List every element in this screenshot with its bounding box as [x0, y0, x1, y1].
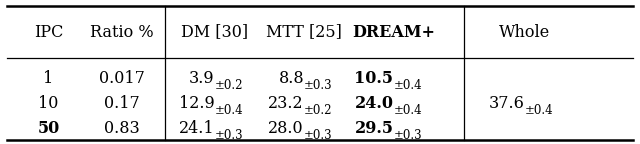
Text: ±0.3: ±0.3	[304, 79, 333, 92]
Text: Whole: Whole	[499, 24, 550, 41]
Text: ±0.4: ±0.4	[394, 104, 422, 117]
Text: ±0.4: ±0.4	[524, 104, 553, 117]
Text: 50: 50	[38, 120, 60, 137]
Text: 1: 1	[44, 70, 54, 87]
Text: DREAM+: DREAM+	[352, 24, 435, 41]
Text: 3.9: 3.9	[189, 70, 214, 87]
Text: DM [30]: DM [30]	[181, 24, 248, 41]
Text: ±0.4: ±0.4	[394, 79, 422, 92]
Text: 10: 10	[38, 95, 59, 112]
Text: 28.0: 28.0	[268, 120, 304, 137]
Text: 24.1: 24.1	[179, 120, 214, 137]
Text: 10.5: 10.5	[355, 70, 394, 87]
Text: 24.0: 24.0	[355, 95, 394, 112]
Text: Ratio %: Ratio %	[90, 24, 154, 41]
Text: 0.17: 0.17	[104, 95, 140, 112]
Text: ±0.3: ±0.3	[394, 129, 422, 142]
Text: 12.9: 12.9	[179, 95, 214, 112]
Text: ±0.3: ±0.3	[304, 129, 333, 142]
Text: 0.017: 0.017	[99, 70, 145, 87]
Text: MTT [25]: MTT [25]	[266, 24, 342, 41]
Text: 37.6: 37.6	[488, 95, 524, 112]
Text: 23.2: 23.2	[268, 95, 304, 112]
Text: ±0.2: ±0.2	[214, 79, 243, 92]
Text: IPC: IPC	[34, 24, 63, 41]
Text: 29.5: 29.5	[355, 120, 394, 137]
Text: 0.83: 0.83	[104, 120, 140, 137]
Text: ±0.3: ±0.3	[214, 129, 243, 142]
Text: ±0.2: ±0.2	[304, 104, 333, 117]
Text: ±0.4: ±0.4	[214, 104, 243, 117]
Text: 8.8: 8.8	[278, 70, 304, 87]
